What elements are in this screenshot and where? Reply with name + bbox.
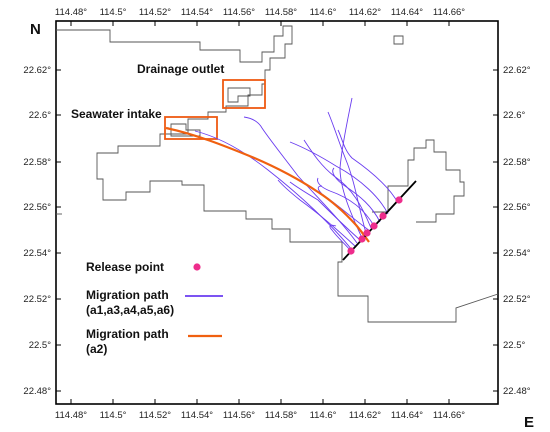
lon-bottom-5: 114.56°	[223, 410, 255, 421]
release-point-a3	[363, 229, 371, 237]
release-points	[347, 196, 403, 255]
right-tick-marks	[493, 69, 498, 392]
map-frame	[55, 20, 499, 405]
lon-top-7: 114.6°	[310, 7, 337, 18]
release-point-a4	[370, 222, 378, 230]
release-point-a5	[379, 212, 387, 220]
lon-top-4: 114.54°	[181, 7, 213, 18]
lat-left-8: 22.48°	[23, 386, 51, 397]
lat-right-7: 22.5°	[503, 340, 525, 351]
lat-left-5: 22.54°	[23, 248, 51, 259]
drainage-outlet-label: Drainage outlet	[137, 62, 224, 76]
lat-left-1: 22.62°	[23, 65, 51, 76]
top-tick-marks	[70, 21, 450, 26]
lon-bottom-1: 114.48°	[55, 410, 87, 421]
lat-right-5: 22.54°	[503, 248, 531, 259]
right-latitude-labels: 22.62° 22.6° 22.58° 22.56° 22.54° 22.52°…	[503, 65, 531, 397]
lat-right-4: 22.56°	[503, 202, 531, 213]
legend: Release point Migration path (a1,a3,a4,a…	[86, 260, 223, 356]
legend-release-point-marker	[193, 263, 201, 271]
lat-left-3: 22.58°	[23, 157, 51, 168]
lon-top-10: 114.66°	[433, 7, 465, 18]
left-tick-marks	[56, 69, 61, 392]
lon-bottom-9: 114.64°	[391, 410, 423, 421]
seawater-intake-label: Seawater intake	[71, 107, 162, 121]
legend-orange-path-label-2: (a2)	[86, 342, 107, 356]
lon-top-1: 114.48°	[55, 7, 87, 18]
lon-top-2: 114.5°	[100, 7, 127, 18]
lat-left-2: 22.6°	[29, 110, 51, 121]
legend-release-point-label: Release point	[86, 260, 164, 274]
lat-right-6: 22.52°	[503, 294, 531, 305]
lon-top-6: 114.58°	[265, 7, 297, 18]
legend-blue-path-label-1: Migration path	[86, 288, 169, 302]
bottom-tick-marks	[70, 399, 450, 404]
lat-right-3: 22.58°	[503, 157, 531, 168]
lat-left-7: 22.5°	[29, 340, 51, 351]
bottom-longitude-labels: 114.48° 114.5° 114.52° 114.54° 114.56° 1…	[55, 410, 465, 421]
blue-migration-paths	[194, 97, 399, 251]
lon-top-5: 114.56°	[223, 7, 255, 18]
release-point-a6	[395, 196, 403, 204]
release-point-a2	[358, 235, 366, 243]
legend-orange-path-label-1: Migration path	[86, 327, 169, 341]
lon-bottom-4: 114.54°	[181, 410, 213, 421]
lat-left-6: 22.52°	[23, 294, 51, 305]
seawater-intake-box	[164, 116, 218, 140]
coastline	[56, 25, 499, 323]
release-point-a1	[347, 247, 355, 255]
drainage-outlet-box	[222, 79, 266, 109]
lon-bottom-3: 114.52°	[139, 410, 171, 421]
top-longitude-labels: 114.48° 114.5° 114.52° 114.54° 114.56° 1…	[55, 7, 465, 18]
lon-bottom-2: 114.5°	[100, 410, 127, 421]
legend-blue-path-label-2: (a1,a3,a4,a5,a6)	[86, 303, 174, 317]
orange-migration-path	[165, 126, 370, 243]
release-line	[342, 180, 417, 261]
lat-right-8: 22.48°	[503, 386, 531, 397]
lon-bottom-10: 114.66°	[433, 410, 465, 421]
north-label: N	[30, 21, 41, 38]
lon-bottom-6: 114.58°	[265, 410, 297, 421]
lon-top-9: 114.64°	[391, 7, 423, 18]
lon-bottom-8: 114.62°	[349, 410, 381, 421]
left-latitude-labels: 22.62° 22.6° 22.58° 22.56° 22.54° 22.52°…	[23, 65, 51, 397]
lat-right-2: 22.6°	[503, 110, 525, 121]
lat-left-4: 22.56°	[23, 202, 51, 213]
lon-top-3: 114.52°	[139, 7, 171, 18]
lon-bottom-7: 114.6°	[310, 410, 337, 421]
lat-right-1: 22.62°	[503, 65, 531, 76]
lon-top-8: 114.62°	[349, 7, 381, 18]
east-label: E	[524, 414, 534, 431]
